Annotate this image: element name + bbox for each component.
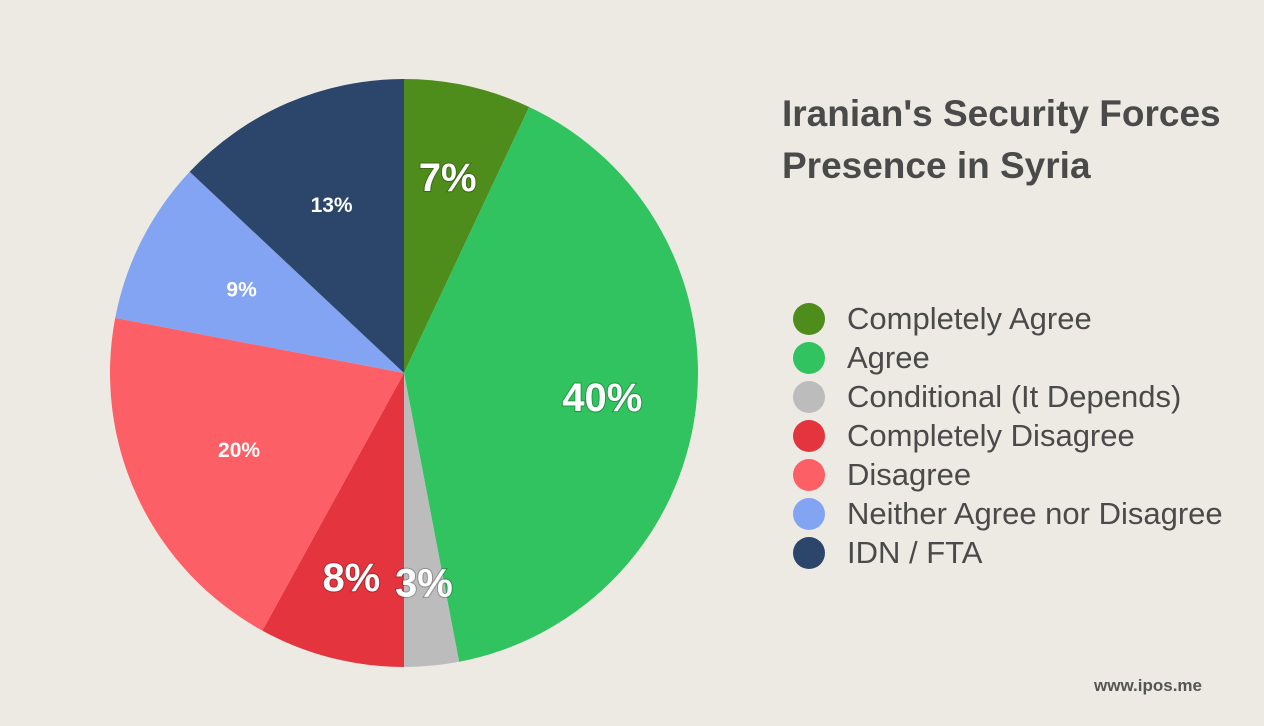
legend-swatch [793, 302, 825, 335]
legend-label: Agree [847, 339, 930, 375]
slice-label: 9% [226, 279, 257, 302]
slice-label: 13% [311, 194, 353, 217]
pie-slice [262, 373, 404, 667]
slice-label: 7% [419, 156, 477, 200]
legend-item: Agree [793, 338, 1223, 377]
legend-item: Completely Agree [793, 299, 1223, 338]
legend-label: Conditional (It Depends) [847, 378, 1182, 414]
slice-label: 3% [395, 562, 453, 606]
slice-label: 40% [562, 376, 642, 420]
legend-item: Neither Agree nor Disagree [793, 494, 1223, 533]
legend-swatch [793, 497, 825, 530]
pie-chart: 7% 40% 3% 8% 20% 9% 13% [109, 79, 698, 667]
legend-swatch [793, 419, 825, 452]
legend-swatch [793, 458, 825, 491]
legend-label: Completely Disagree [847, 417, 1135, 453]
legend-item: IDN / FTA [793, 533, 1223, 572]
legend-swatch [793, 341, 825, 374]
legend-label: Completely Agree [847, 300, 1092, 336]
legend-label: IDN / FTA [847, 534, 983, 570]
legend-label: Disagree [847, 456, 972, 492]
pie-slice [404, 373, 460, 667]
pie-slice [404, 79, 530, 373]
watermark: www.ipos.me [1094, 676, 1203, 695]
pie-slice [115, 171, 404, 373]
legend-swatch [793, 380, 825, 413]
legend-item: Disagree [793, 455, 1223, 494]
legend-item: Completely Disagree [793, 416, 1223, 455]
pie-slice [404, 106, 698, 662]
legend-label: Neither Agree nor Disagree [847, 495, 1223, 531]
chart-legend: Completely Agree Agree Conditional (It D… [793, 299, 1223, 572]
legend-swatch [793, 536, 825, 569]
legend-item: Conditional (It Depends) [793, 377, 1223, 416]
slice-label: 20% [218, 439, 260, 462]
pie-slice [109, 317, 404, 631]
pie-slice [189, 79, 404, 373]
slice-label: 8% [322, 556, 380, 600]
chart-title: Iranian's Security Forces Presence in Sy… [782, 93, 1221, 186]
